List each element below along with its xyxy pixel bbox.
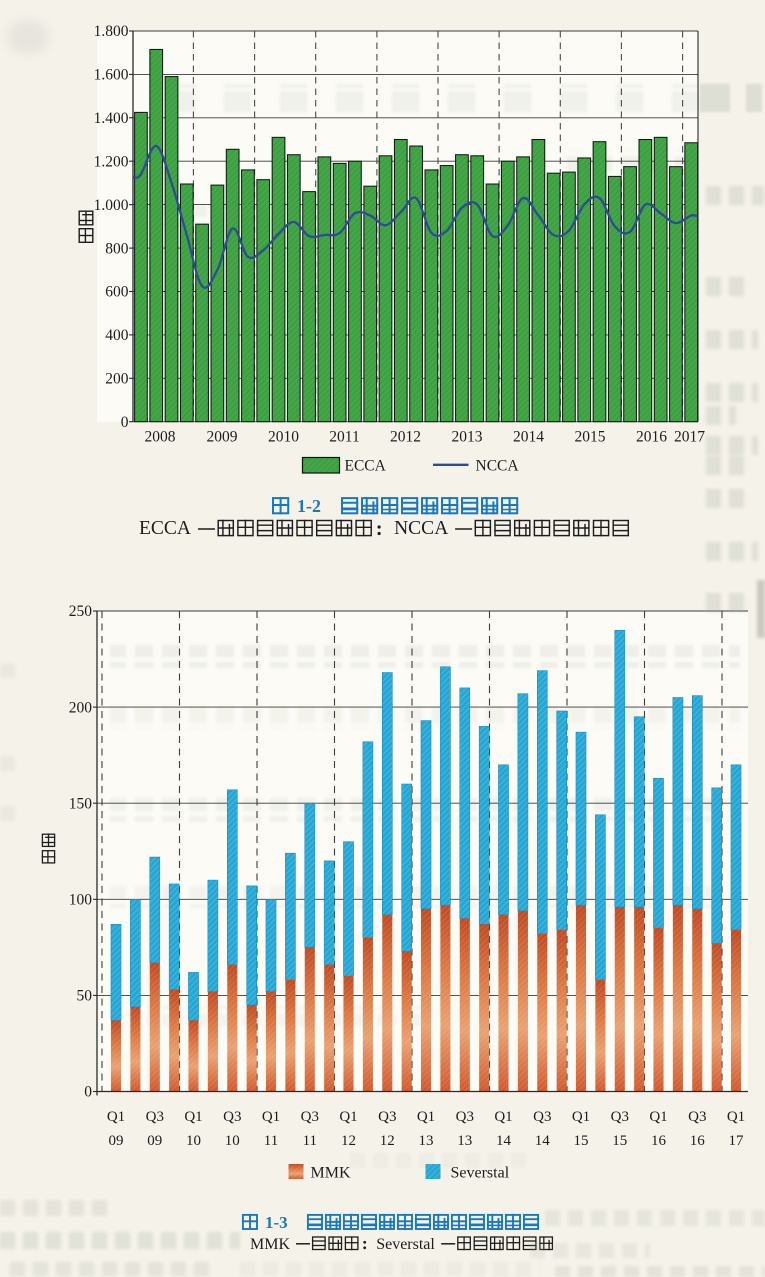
svg-text:Q1: Q1 [262,1109,280,1125]
svg-text:2011: 2011 [329,429,359,446]
svg-text:2014: 2014 [513,429,544,446]
svg-text:Q1: Q1 [107,1109,125,1125]
svg-text:14: 14 [535,1133,551,1149]
svg-text:2013: 2013 [452,429,483,446]
svg-text:1-2: 1-2 [297,496,321,516]
svg-text:2010: 2010 [268,429,299,446]
svg-text:12: 12 [380,1133,395,1149]
svg-text:Q3: Q3 [378,1109,396,1125]
svg-text:150: 150 [69,795,93,812]
svg-text:Q3: Q3 [146,1109,164,1125]
svg-text:2016: 2016 [636,429,667,446]
svg-text:ECCA: ECCA [345,458,387,475]
svg-text:MMK: MMK [250,1236,290,1253]
svg-text:12: 12 [341,1133,356,1149]
svg-text:Severstal: Severstal [376,1236,435,1253]
svg-text:250: 250 [69,603,93,620]
svg-text:600: 600 [105,284,129,301]
svg-text:100: 100 [69,892,93,909]
svg-text:Q3: Q3 [223,1109,241,1125]
svg-text:2012: 2012 [390,429,421,446]
svg-text:09: 09 [147,1133,162,1149]
svg-text:1.600: 1.600 [94,67,129,84]
svg-text:Q3: Q3 [688,1109,706,1125]
svg-text:Q1: Q1 [494,1109,512,1125]
svg-text:Q1: Q1 [727,1109,745,1125]
svg-text:09: 09 [109,1133,124,1149]
svg-text:Severstal: Severstal [451,1165,510,1182]
svg-text:1.400: 1.400 [94,110,129,127]
svg-text:Q1: Q1 [417,1109,435,1125]
svg-text:NCCA: NCCA [394,518,448,539]
svg-text:2015: 2015 [575,429,606,446]
svg-text:0: 0 [84,1084,92,1101]
svg-text:Q1: Q1 [339,1109,357,1125]
svg-text:1.000: 1.000 [94,197,129,214]
svg-text:Q1: Q1 [649,1109,667,1125]
svg-text:1.200: 1.200 [94,153,129,170]
svg-text:14: 14 [496,1133,512,1149]
svg-text:Q3: Q3 [533,1109,551,1125]
svg-text:2009: 2009 [207,429,238,446]
svg-text:15: 15 [574,1133,589,1149]
svg-text:1-3: 1-3 [265,1213,288,1232]
svg-text:NCCA: NCCA [476,458,520,475]
svg-text:400: 400 [105,327,129,344]
svg-text:16: 16 [690,1133,706,1149]
svg-text:ECCA: ECCA [139,518,191,539]
svg-text:Q1: Q1 [184,1109,202,1125]
svg-text:2017: 2017 [674,429,705,446]
svg-text:Q3: Q3 [611,1109,629,1125]
svg-text:15: 15 [612,1133,627,1149]
svg-text:Q3: Q3 [301,1109,319,1125]
svg-text:1.800: 1.800 [94,23,129,40]
svg-text:200: 200 [69,699,93,716]
svg-text:Q3: Q3 [456,1109,474,1125]
svg-text:13: 13 [457,1133,472,1149]
svg-text:0: 0 [121,414,129,431]
svg-text:10: 10 [186,1133,201,1149]
svg-text:50: 50 [77,988,93,1005]
svg-text:11: 11 [303,1133,317,1149]
svg-text:2008: 2008 [145,429,176,446]
svg-text:17: 17 [729,1133,745,1149]
svg-text:13: 13 [419,1133,434,1149]
svg-text:Q1: Q1 [572,1109,590,1125]
svg-text:MMK: MMK [311,1165,351,1182]
svg-text:10: 10 [225,1133,240,1149]
svg-text:16: 16 [651,1133,667,1149]
svg-text:200: 200 [105,370,129,387]
svg-text:800: 800 [105,240,129,257]
svg-text:11: 11 [264,1133,278,1149]
